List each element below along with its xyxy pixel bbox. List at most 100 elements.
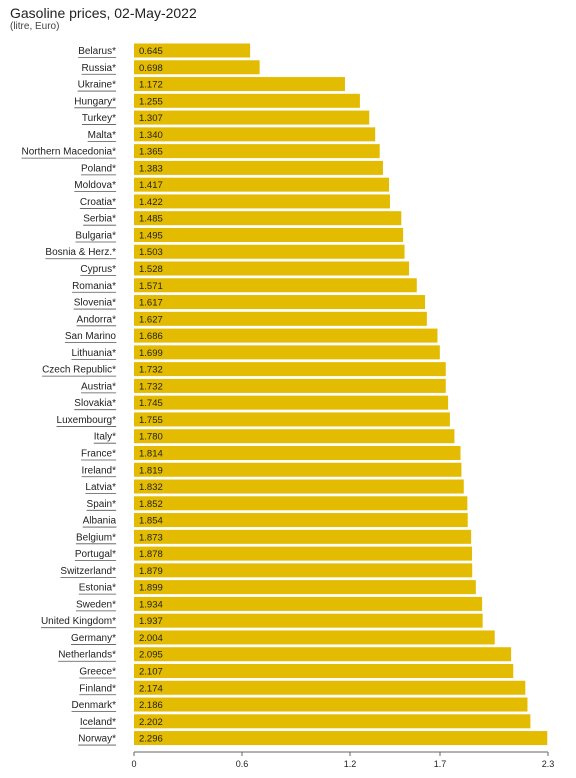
x-tick-label: 1.7 — [434, 759, 447, 769]
category-label[interactable]: Latvia* — [85, 482, 116, 493]
category-label[interactable]: Russia* — [82, 63, 117, 74]
category-label[interactable]: Northern Macedonia* — [22, 147, 117, 158]
category-label[interactable]: Serbia* — [83, 214, 116, 225]
bar — [134, 663, 514, 678]
value-label: 2.107 — [139, 666, 163, 677]
bar — [134, 529, 472, 544]
value-label: 1.819 — [139, 465, 163, 476]
bar — [134, 177, 390, 192]
category-label[interactable]: Denmark* — [72, 700, 117, 711]
category-label[interactable]: Bosnia & Herz.* — [45, 247, 116, 258]
category-label[interactable]: Lithuania* — [72, 348, 117, 359]
bar — [134, 479, 464, 494]
value-label: 1.814 — [139, 448, 163, 459]
bar — [134, 680, 526, 695]
category-label[interactable]: Cyprus* — [80, 264, 116, 275]
category-label[interactable]: Andorra* — [77, 314, 117, 325]
bar — [134, 613, 483, 628]
bar — [134, 513, 468, 528]
value-label: 1.503 — [139, 247, 163, 258]
bar — [134, 144, 380, 159]
category-label[interactable]: Spain* — [87, 499, 117, 510]
value-label: 2.174 — [139, 683, 163, 694]
category-label[interactable]: Belarus* — [78, 46, 116, 57]
value-label: 1.934 — [139, 599, 163, 610]
category-label[interactable]: Czech Republic* — [42, 365, 116, 376]
category-label[interactable]: Iceland* — [80, 717, 116, 728]
category-label[interactable]: Luxembourg* — [57, 415, 117, 426]
value-label: 1.732 — [139, 381, 163, 392]
value-label: 2.186 — [139, 700, 163, 711]
bar — [134, 261, 410, 276]
value-label: 1.495 — [139, 230, 163, 241]
category-label[interactable]: Belgium* — [76, 532, 116, 543]
category-label[interactable]: Croatia* — [80, 197, 116, 208]
value-label: 2.095 — [139, 650, 163, 661]
bar — [134, 160, 383, 175]
category-label[interactable]: Switzerland* — [60, 566, 116, 577]
category-label[interactable]: Slovenia* — [74, 298, 116, 309]
value-label: 1.383 — [139, 163, 163, 174]
value-label: 2.296 — [139, 734, 163, 745]
value-label: 1.899 — [139, 583, 163, 594]
value-label: 1.172 — [139, 80, 163, 91]
category-label[interactable]: Ireland* — [82, 465, 117, 476]
category-label[interactable]: Norway* — [78, 734, 116, 745]
value-label: 1.699 — [139, 348, 163, 359]
value-label: 1.745 — [139, 398, 163, 409]
bar — [134, 227, 404, 242]
category-label[interactable]: Finland* — [79, 683, 116, 694]
category-label[interactable]: Albania — [83, 516, 117, 527]
category-label[interactable]: United Kingdom* — [41, 616, 116, 627]
bar — [134, 93, 360, 108]
value-label: 1.485 — [139, 214, 163, 225]
bar — [134, 697, 528, 712]
value-label: 0.645 — [139, 46, 163, 57]
value-label: 1.879 — [139, 566, 163, 577]
category-label[interactable]: France* — [81, 448, 116, 459]
value-label: 1.417 — [139, 180, 163, 191]
value-label: 0.698 — [139, 63, 163, 74]
bar — [134, 60, 260, 75]
value-label: 1.852 — [139, 499, 163, 510]
category-label[interactable]: Austria* — [81, 381, 116, 392]
category-label[interactable]: Netherlands* — [58, 650, 116, 661]
category-label[interactable]: Italy* — [94, 432, 116, 443]
value-label: 1.365 — [139, 147, 163, 158]
category-label[interactable]: San Marino — [65, 331, 117, 342]
chart-subtitle: (litre, Euro) — [10, 21, 60, 32]
bar — [134, 445, 461, 460]
bar — [134, 412, 450, 427]
category-label[interactable]: Poland* — [81, 163, 116, 174]
value-label: 1.873 — [139, 532, 163, 543]
category-label[interactable]: Turkey* — [82, 113, 116, 124]
value-label: 1.528 — [139, 264, 163, 275]
bar — [134, 647, 512, 662]
category-label[interactable]: Slovakia* — [74, 398, 116, 409]
bar — [134, 43, 251, 58]
bar — [134, 110, 370, 125]
category-label[interactable]: Ukraine* — [78, 80, 116, 91]
category-label[interactable]: Estonia* — [79, 583, 116, 594]
category-label[interactable]: Hungary* — [74, 96, 116, 107]
bar — [134, 311, 427, 326]
category-label[interactable]: Moldova* — [74, 180, 116, 191]
bar — [134, 378, 446, 393]
bar — [134, 630, 495, 645]
value-label: 1.686 — [139, 331, 163, 342]
x-tick-label: 0 — [131, 759, 136, 769]
value-label: 1.307 — [139, 113, 163, 124]
category-label[interactable]: Germany* — [71, 633, 116, 644]
bar — [134, 345, 440, 360]
category-label[interactable]: Sweden* — [76, 599, 116, 610]
category-label[interactable]: Greece* — [79, 666, 116, 677]
bar — [134, 395, 449, 410]
value-label: 1.340 — [139, 130, 163, 141]
category-label[interactable]: Portugal* — [75, 549, 116, 560]
bar — [134, 462, 462, 477]
bar — [134, 194, 390, 209]
category-label[interactable]: Romania* — [72, 281, 116, 292]
category-label[interactable]: Malta* — [88, 130, 116, 141]
category-label[interactable]: Bulgaria* — [75, 230, 116, 241]
